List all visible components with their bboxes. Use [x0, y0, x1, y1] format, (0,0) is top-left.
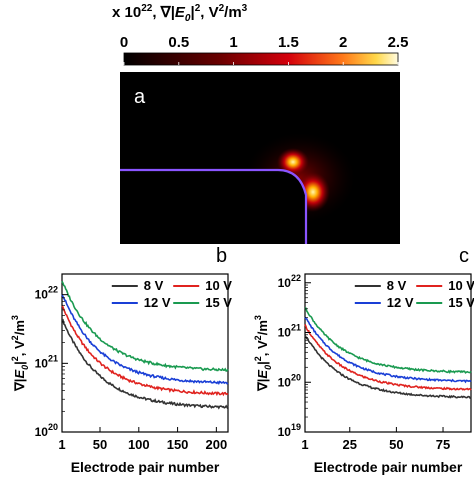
- y-tick-label: 1019: [278, 422, 301, 439]
- legend-label: 10 V: [205, 278, 232, 293]
- y-tick-label: 1022: [35, 285, 58, 302]
- series-line-8v: [62, 318, 229, 410]
- x-tick-label: 75: [436, 437, 450, 452]
- y-axis-title: ∇|E0|2, V2/m3: [253, 315, 273, 392]
- colorbar-tick-label: 2: [339, 34, 347, 51]
- y-axis-title: ∇|E0|2, V2/m3: [10, 315, 30, 392]
- x-tick-label: 1: [301, 437, 308, 452]
- heatmap-title: x 1022, ∇|E0|2, V2/m3: [112, 3, 248, 24]
- legend-label: 12 V: [144, 295, 171, 310]
- colorbar-tick-label: 0: [120, 34, 128, 51]
- y-tick-label: 1020: [35, 422, 58, 439]
- x-axis-title: Electrode pair number: [71, 459, 220, 475]
- series-line-12v: [304, 316, 472, 384]
- electrode-body: [120, 170, 306, 244]
- panel-label-b: b: [216, 245, 227, 267]
- series-line-8v: [304, 335, 472, 400]
- plot-frame: [304, 273, 472, 433]
- x-tick-label: 50: [389, 437, 403, 452]
- legend-label: 8 V: [387, 278, 407, 293]
- field-map: a: [120, 72, 400, 244]
- series-line-10v: [61, 305, 229, 397]
- colorbar: 0 0.5 1 1.5 2 2.5: [120, 34, 409, 66]
- panel-label-a: a: [134, 86, 146, 108]
- x-tick-label: 50: [93, 437, 107, 452]
- x-tick-label: 200: [206, 437, 228, 452]
- y-tick-label: 1021: [278, 323, 301, 340]
- series-line-10v: [304, 324, 472, 391]
- colorbar-tick-label: 1.5: [278, 34, 299, 51]
- colorbar-tick-label: 0.5: [168, 34, 189, 51]
- legend-label: 15 V: [448, 295, 474, 310]
- legend-label: 8 V: [144, 278, 164, 293]
- plot-frame: [61, 273, 229, 433]
- x-tick-label: 150: [167, 437, 189, 452]
- x-tick-label: 1: [58, 437, 65, 452]
- y-tick-label: 1022: [278, 273, 301, 290]
- y-tick-label: 1020: [278, 372, 301, 389]
- x-tick-label: 100: [128, 437, 150, 452]
- x-tick-label: 25: [343, 437, 357, 452]
- x-axis-title: Electrode pair number: [314, 459, 463, 475]
- colorbar-scale: [123, 52, 399, 66]
- series-line-15v: [304, 307, 472, 374]
- chart-panel-c: c 1 25 50 75 1019 1020 1021 1022 8 V 10 V 12 V 15 V E…: [253, 245, 474, 475]
- colorbar-tick-label: 2.5: [388, 34, 409, 51]
- legend-label: 12 V: [387, 295, 414, 310]
- y-tick-label: 1021: [35, 353, 58, 370]
- hotspot-upper: [277, 148, 309, 176]
- colorbar-tick-label: 1: [229, 34, 237, 51]
- series-line-15v: [61, 280, 229, 373]
- electrode-edge: [120, 168, 308, 244]
- series-line-12v: [61, 294, 229, 386]
- legend-label: 15 V: [205, 295, 232, 310]
- panel-label-c: c: [459, 245, 469, 267]
- legend-label: 10 V: [448, 278, 474, 293]
